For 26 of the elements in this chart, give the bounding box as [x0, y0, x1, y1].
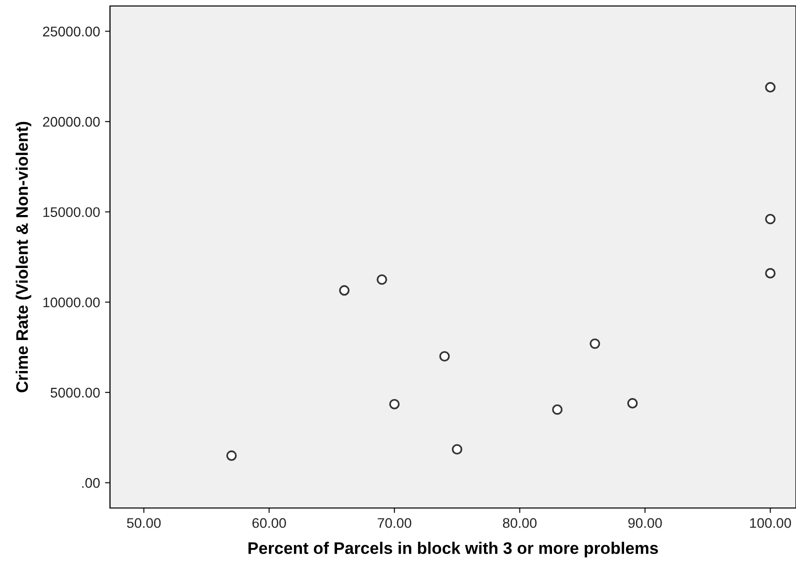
y-tick-label: 20000.00 — [43, 116, 100, 127]
point — [765, 268, 776, 278]
x-tick-label: 80.00 — [502, 518, 537, 528]
point — [765, 82, 776, 92]
x-axis-title: Percent of Parcels in block with 3 or more problems — [248, 542, 658, 558]
point — [389, 398, 400, 410]
point — [552, 404, 563, 415]
point — [226, 450, 237, 461]
point — [627, 398, 638, 408]
point — [439, 351, 450, 362]
point — [452, 444, 462, 455]
point — [339, 285, 350, 296]
x-tick-label: 100.00 — [750, 518, 792, 528]
x-tick-label: 60.00 — [252, 518, 286, 528]
x-tick-label: 50.00 — [127, 518, 161, 528]
x-tick-label: 70.00 — [378, 518, 412, 528]
y-tick-label: 5000.00 — [50, 388, 100, 398]
y-tick-label: 15000.00 — [43, 207, 100, 218]
x-tick-label: 90.00 — [628, 518, 662, 528]
point — [376, 274, 388, 285]
point — [765, 214, 776, 224]
y-tick-label: 25000.00 — [43, 26, 100, 36]
y-tick-label: 10000.00 — [43, 297, 100, 308]
point — [590, 338, 600, 349]
y-tick-label: .00 — [82, 478, 100, 488]
y-axis-title: Crime Rate (Violent & Non-violent) — [16, 122, 32, 392]
